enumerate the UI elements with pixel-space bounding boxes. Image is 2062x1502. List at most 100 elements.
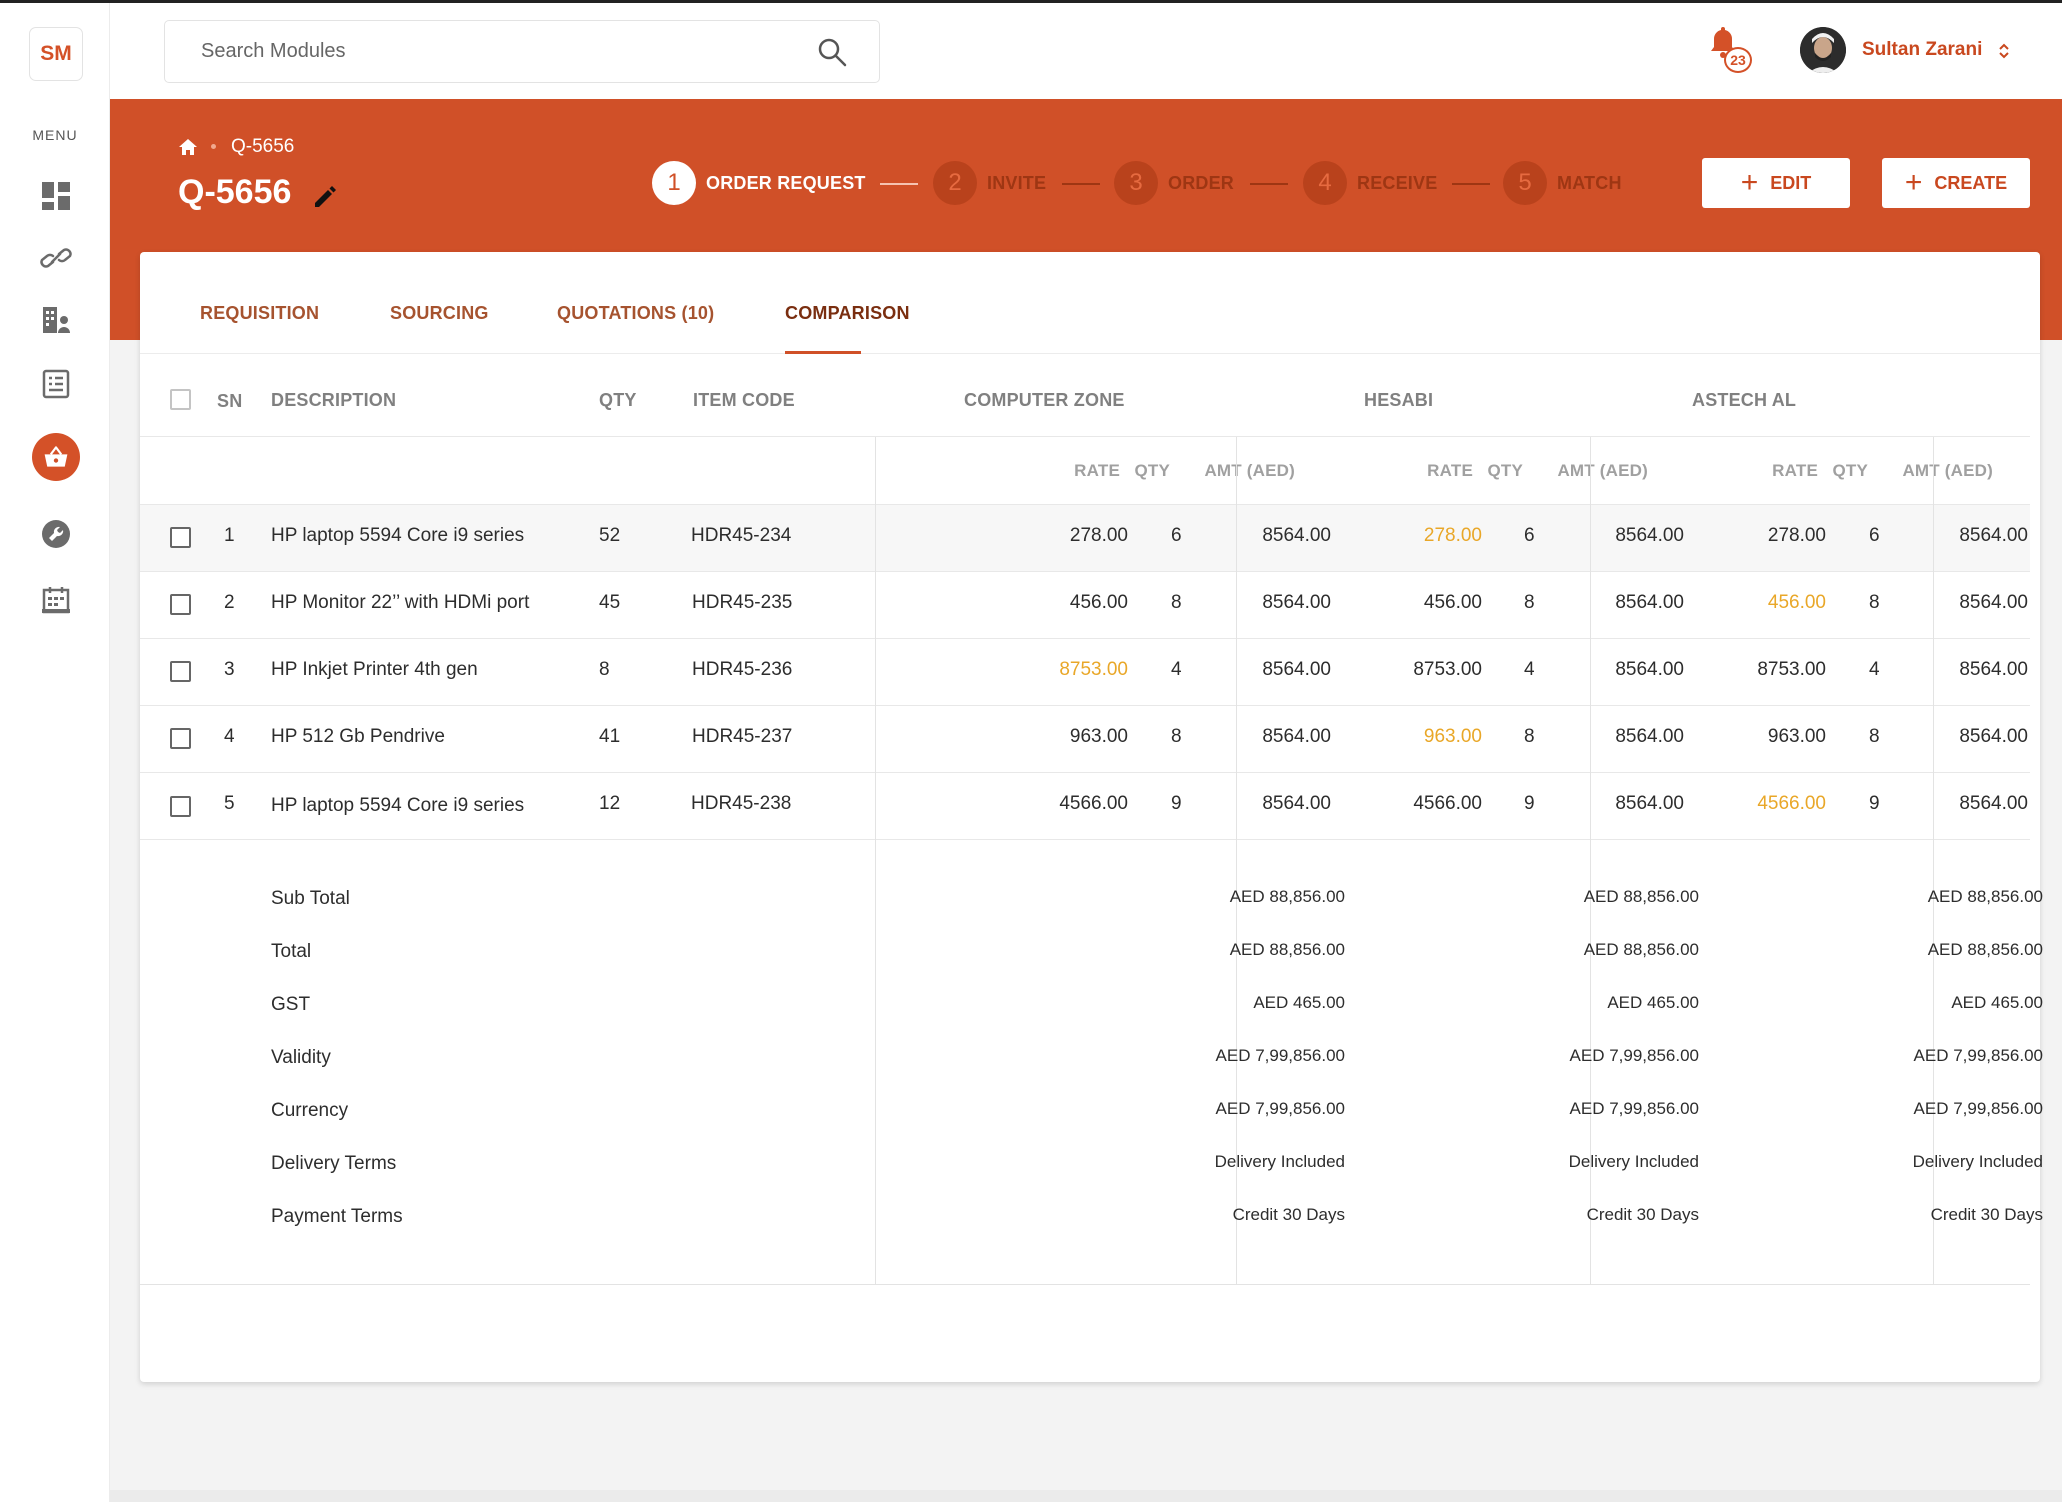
summary-value: AED 7,99,856.00: [1569, 1046, 1699, 1065]
row-checkbox[interactable]: [170, 594, 191, 615]
notifications-button[interactable]: 23: [1708, 25, 1752, 77]
row-checkbox[interactable]: [170, 661, 191, 682]
step-number: 5: [1503, 161, 1547, 205]
document-list-icon[interactable]: [30, 358, 82, 410]
plus-icon: +: [1740, 166, 1759, 199]
summary-label-delivery-terms: Delivery Terms: [271, 1153, 397, 1174]
search-icon[interactable]: [817, 37, 847, 67]
amount-value: 8564.00: [1615, 525, 1684, 546]
divider: [140, 1284, 2030, 1285]
qty-value: 9: [1171, 793, 1182, 814]
summary-label-payment-terms: Payment Terms: [271, 1206, 403, 1227]
create-button[interactable]: + CREATE: [1882, 158, 2030, 208]
rate-value-best: 8753.00: [1059, 659, 1128, 680]
company-building-icon[interactable]: [30, 294, 82, 346]
summary-value: AED 88,856.00: [1229, 940, 1345, 959]
step-number: 4: [1303, 161, 1347, 205]
qty-value: 6: [1524, 525, 1535, 546]
summary-value: AED 88,856.00: [1583, 887, 1699, 906]
user-name[interactable]: Sultan Zarani: [1862, 39, 1983, 60]
menu-label: MENU: [32, 127, 78, 143]
step-connector: [1452, 183, 1490, 185]
tab-requisition[interactable]: REQUISITION: [200, 303, 320, 323]
vendor-header-hesabi: HESABI: [1364, 390, 1434, 410]
row-description: HP laptop 5594 Core i9 series: [271, 525, 525, 546]
rate-value: 963.00: [1767, 726, 1826, 747]
select-all-checkbox[interactable]: [170, 389, 191, 410]
table-row-highlight: [140, 505, 2030, 571]
qty-value: 6: [1171, 525, 1182, 546]
wrench-settings-icon[interactable]: [30, 508, 82, 560]
subheader-rate: RATE: [1074, 461, 1120, 480]
summary-value: AED 88,856.00: [1927, 940, 2043, 959]
step-number: 1: [652, 161, 696, 205]
qty-value: 4: [1869, 659, 1880, 680]
step-label: ORDER: [1168, 172, 1235, 193]
avatar[interactable]: [1800, 27, 1846, 73]
amount-value: 8564.00: [1262, 525, 1331, 546]
subheader-qty: QTY: [1487, 461, 1523, 480]
breadcrumb-separator: [211, 144, 216, 149]
summary-value: AED 88,856.00: [1229, 887, 1345, 906]
home-icon[interactable]: [178, 137, 198, 157]
step-connector: [1062, 183, 1100, 185]
column-divider: [1590, 437, 1591, 1284]
rate-value: 8753.00: [1413, 659, 1482, 680]
basket-icon[interactable]: [30, 431, 82, 483]
amount-value: 8564.00: [1959, 525, 2028, 546]
step-order[interactable]: 3 ORDER: [1114, 161, 1234, 205]
step-connector: [880, 183, 918, 185]
link-icon[interactable]: [30, 232, 82, 284]
summary-value: Delivery Included: [1214, 1152, 1345, 1171]
edit-button-label: EDIT: [1770, 172, 1812, 193]
subheader-amt: AMT (AED): [1204, 461, 1295, 480]
column-divider: [1933, 437, 1934, 1284]
amount-value: 8564.00: [1959, 793, 2028, 814]
vendor-header-astech-al: ASTECH AL: [1692, 390, 1797, 410]
amount-value: 8564.00: [1615, 592, 1684, 613]
search-input[interactable]: [201, 21, 801, 82]
tab-quotations[interactable]: QUOTATIONS (10): [557, 303, 715, 323]
divider: [140, 772, 2030, 773]
step-number: 3: [1114, 161, 1158, 205]
row-item-code: HDR45-237: [692, 726, 793, 747]
row-checkbox[interactable]: [170, 796, 191, 817]
summary-value: AED 7,99,856.00: [1913, 1046, 2043, 1065]
app-logo[interactable]: SM: [29, 27, 83, 81]
row-checkbox[interactable]: [170, 527, 191, 548]
row-item-code: HDR45-238: [691, 793, 792, 814]
tab-comparison[interactable]: COMPARISON: [785, 303, 910, 323]
user-avatar-image: [1800, 27, 1846, 73]
step-order-request[interactable]: 1 ORDER REQUEST: [652, 161, 866, 205]
tab-sourcing[interactable]: SOURCING: [390, 303, 489, 323]
divider: [140, 705, 2030, 706]
subheader-amt: AMT (AED): [1902, 461, 1993, 480]
qty-value: 8: [1869, 726, 1880, 747]
summary-label-sub-total: Sub Total: [271, 888, 350, 909]
row-checkbox[interactable]: [170, 728, 191, 749]
top-bar: 23 Sultan Zarani: [110, 3, 2062, 99]
amount-value: 8564.00: [1262, 659, 1331, 680]
dashboard-icon[interactable]: [30, 170, 82, 222]
summary-value: Credit 30 Days: [1586, 1205, 1699, 1224]
column-divider: [1236, 437, 1237, 1284]
pencil-icon[interactable]: [312, 183, 338, 209]
step-receive[interactable]: 4 RECEIVE: [1303, 161, 1437, 205]
user-menu-caret-icon[interactable]: [1998, 41, 2010, 61]
row-description: HP laptop 5594 Core i9 series: [271, 795, 525, 816]
step-label: INVITE: [987, 172, 1047, 193]
step-match[interactable]: 5 MATCH: [1503, 161, 1622, 205]
rate-value: 456.00: [1069, 592, 1128, 613]
edit-button[interactable]: + EDIT: [1702, 158, 1850, 208]
calendar-report-icon[interactable]: [30, 574, 82, 626]
step-invite[interactable]: 2 INVITE: [933, 161, 1046, 205]
summary-label-validity: Validity: [271, 1047, 331, 1068]
qty-value: 8: [1869, 592, 1880, 613]
breadcrumb[interactable]: Q-5656: [231, 136, 295, 157]
amount-value: 8564.00: [1959, 592, 2028, 613]
summary-value: AED 7,99,856.00: [1569, 1099, 1699, 1118]
summary-value: Delivery Included: [1912, 1152, 2043, 1171]
step-label: MATCH: [1557, 172, 1622, 193]
summary-value: AED 7,99,856.00: [1215, 1099, 1345, 1118]
qty-value: 8: [1171, 726, 1182, 747]
